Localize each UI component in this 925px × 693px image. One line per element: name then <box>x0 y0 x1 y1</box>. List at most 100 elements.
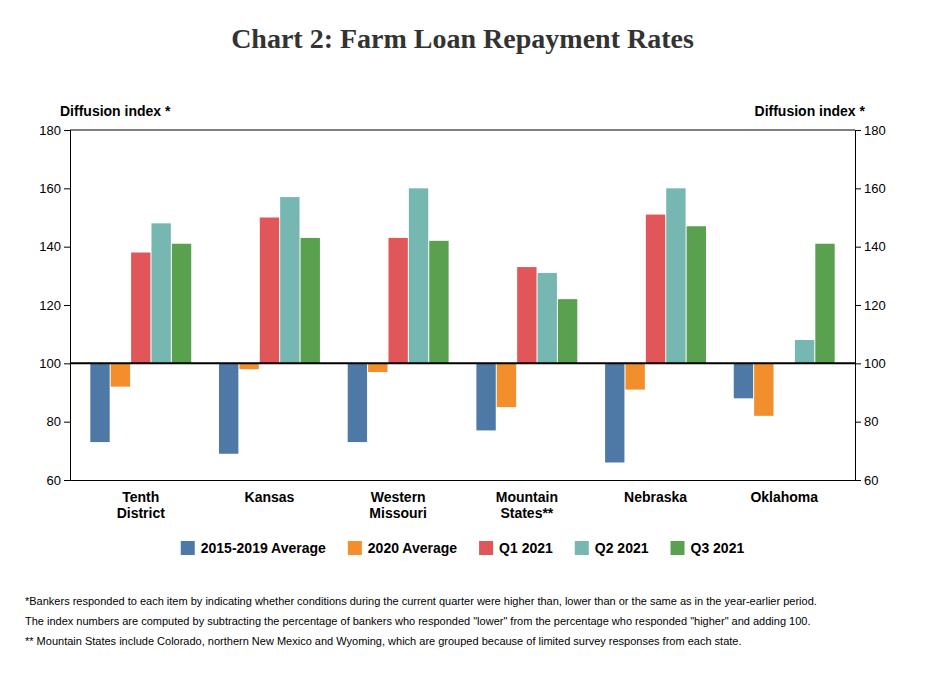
bar <box>368 363 387 372</box>
y-axis: 60 80 100 120 140 160 180 <box>39 123 70 488</box>
tick: 80 <box>855 414 878 429</box>
tick-label: WesternMissouri <box>369 489 427 521</box>
footnote: ** Mountain States include Colorado, nor… <box>25 635 742 647</box>
tick: 160 <box>855 181 886 196</box>
bar <box>517 267 536 363</box>
bar <box>646 215 665 364</box>
tick-label: 60 <box>47 473 61 488</box>
bar <box>348 363 367 442</box>
plot: 60 80 100 120 140 160 180 60 80 100 120 140 160 180 Te… <box>39 123 885 521</box>
tick: 140 <box>855 239 886 254</box>
bar <box>409 188 428 363</box>
tick: 180 <box>855 123 886 138</box>
tick-mark <box>855 363 861 364</box>
tick-label: 120 <box>39 298 61 313</box>
tick: 60 <box>855 473 878 488</box>
bar <box>476 363 495 430</box>
legend-swatch <box>479 541 493 555</box>
series <box>111 363 774 416</box>
legend-label: 2015-2019 Average <box>201 540 326 556</box>
legend-swatch <box>181 541 195 555</box>
tick-label: 60 <box>864 473 878 488</box>
bar <box>219 363 238 453</box>
tick: WesternMissouri <box>369 480 427 521</box>
tick: 100 <box>855 356 886 371</box>
tick-mark <box>855 305 861 306</box>
tick-label: Kansas <box>245 489 295 505</box>
tick: Kansas <box>245 480 295 505</box>
tick-mark <box>64 480 70 481</box>
tick-mark <box>64 363 70 364</box>
legend-swatch <box>348 541 362 555</box>
footnote: The index numbers are computed by subtra… <box>25 615 811 627</box>
tick: 80 <box>47 414 70 429</box>
tick-label: 100 <box>864 356 886 371</box>
title: Chart 2: Farm Loan Repayment Rates <box>231 23 694 54</box>
tick: TenthDistrict <box>117 480 166 521</box>
tick: MountainStates** <box>496 480 558 521</box>
tick: 180 <box>39 123 70 138</box>
tick-mark <box>64 422 70 423</box>
bar <box>260 218 279 364</box>
baseline <box>70 362 855 364</box>
tick-mark <box>64 247 70 248</box>
legend-label: Q2 2021 <box>595 540 649 556</box>
tick-label: 80 <box>864 414 878 429</box>
bar <box>301 238 320 363</box>
legend-label: Q3 2021 <box>691 540 745 556</box>
y-label: Diffusion index * <box>60 103 171 119</box>
legend-swatch <box>671 541 685 555</box>
y2-label: Diffusion index * <box>755 103 866 119</box>
bar <box>795 340 814 363</box>
x-axis: TenthDistrict Kansas WesternMissouri Mounta… <box>71 480 856 521</box>
legend-item: Q2 2021 <box>575 540 649 556</box>
legend-item: Q3 2021 <box>671 540 745 556</box>
bar <box>687 226 706 363</box>
bar <box>151 223 170 363</box>
series <box>151 188 814 363</box>
bar <box>625 363 644 389</box>
chart: Chart 2: Farm Loan Repayment Rates 60 80 10… <box>0 0 925 693</box>
tick-mark <box>855 480 861 481</box>
bar <box>388 238 407 363</box>
tick-label: 100 <box>39 356 61 371</box>
tick-label: Nebraska <box>624 489 687 505</box>
tick: 100 <box>39 356 70 371</box>
bar <box>429 241 448 364</box>
y2-axis: 60 80 100 120 140 160 180 <box>855 123 886 488</box>
tick-label: 120 <box>864 298 886 313</box>
tick-mark <box>855 130 861 131</box>
tick: 160 <box>39 181 70 196</box>
bar <box>734 363 753 398</box>
legend-item: 2015-2019 Average <box>181 540 326 556</box>
bar <box>90 363 109 442</box>
tick-label: MountainStates** <box>496 489 558 521</box>
legend-label: Q1 2021 <box>499 540 553 556</box>
axis-line <box>856 131 862 481</box>
tick-mark <box>64 188 70 189</box>
bars <box>90 188 834 462</box>
tick-mark <box>855 422 861 423</box>
tick-mark <box>64 130 70 131</box>
bar <box>815 244 834 364</box>
bar <box>111 363 130 386</box>
tick-label: 160 <box>39 181 61 196</box>
tick-label: 140 <box>39 239 61 254</box>
tick-label: 160 <box>864 181 886 196</box>
footnote: *Bankers responded to each item by indic… <box>25 595 817 607</box>
frame <box>70 130 855 131</box>
series <box>90 363 753 462</box>
tick: Nebraska <box>624 480 687 505</box>
tick-label: 180 <box>864 123 886 138</box>
legend-label: 2020 Average <box>368 540 457 556</box>
tick-mark <box>855 188 861 189</box>
tick-label: 140 <box>864 239 886 254</box>
legend-item: Q1 2021 <box>479 540 553 556</box>
tick: 120 <box>39 298 70 313</box>
series <box>172 226 835 363</box>
bar <box>666 188 685 363</box>
bar <box>605 363 624 462</box>
tick-label: 80 <box>47 414 61 429</box>
series <box>131 215 665 364</box>
tick-label: 180 <box>39 123 61 138</box>
